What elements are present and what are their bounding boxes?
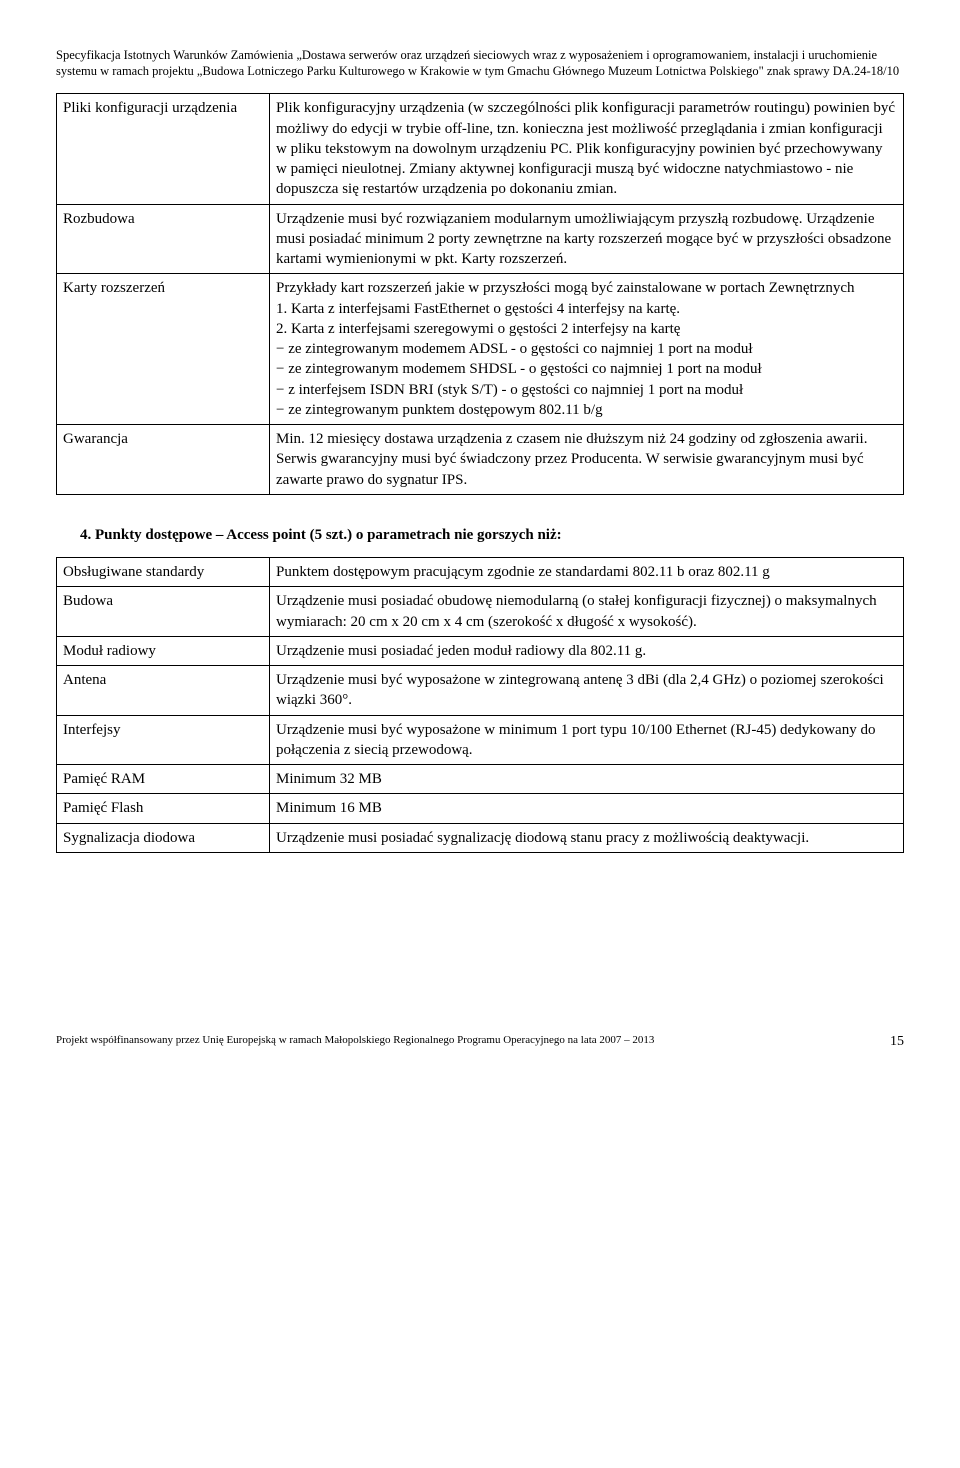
table-row: Pamięć FlashMinimum 16 MB <box>57 794 904 823</box>
row-value: Urządzenie musi posiadać sygnalizację di… <box>270 823 904 852</box>
row-value: Min. 12 miesięcy dostawa urządzenia z cz… <box>270 425 904 495</box>
footer-text: Projekt współfinansowany przez Unię Euro… <box>56 1033 654 1048</box>
row-value: Urządzenie musi posiadać jeden moduł rad… <box>270 636 904 665</box>
row-label: Moduł radiowy <box>57 636 270 665</box>
row-label: Gwarancja <box>57 425 270 495</box>
row-value: Punktem dostępowym pracującym zgodnie ze… <box>270 558 904 587</box>
table-row: Karty rozszerzeńPrzykłady kart rozszerze… <box>57 274 904 425</box>
row-label: Antena <box>57 666 270 716</box>
page-number: 15 <box>890 1033 904 1052</box>
row-label: Sygnalizacja diodowa <box>57 823 270 852</box>
row-value: Minimum 16 MB <box>270 794 904 823</box>
table-row: Obsługiwane standardyPunktem dostępowym … <box>57 558 904 587</box>
row-value: Przykłady kart rozszerzeń jakie w przysz… <box>270 274 904 425</box>
row-label: Pamięć Flash <box>57 794 270 823</box>
row-value: Minimum 32 MB <box>270 765 904 794</box>
spec-table-2: Obsługiwane standardyPunktem dostępowym … <box>56 557 904 853</box>
document-header: Specyfikacja Istotnych Warunków Zamówien… <box>56 48 904 79</box>
row-value: Plik konfiguracyjny urządzenia (w szczeg… <box>270 94 904 204</box>
row-label: Rozbudowa <box>57 204 270 274</box>
table-row: AntenaUrządzenie musi być wyposażone w z… <box>57 666 904 716</box>
row-label: Budowa <box>57 587 270 637</box>
row-value: Urządzenie musi być wyposażone w minimum… <box>270 715 904 765</box>
row-label: Interfejsy <box>57 715 270 765</box>
row-label: Pliki konfiguracji urządzenia <box>57 94 270 204</box>
table-row: RozbudowaUrządzenie musi być rozwiązanie… <box>57 204 904 274</box>
section-title: 4. Punkty dostępowe – Access point (5 sz… <box>80 525 904 545</box>
row-label: Obsługiwane standardy <box>57 558 270 587</box>
row-value: Urządzenie musi posiadać obudowę niemodu… <box>270 587 904 637</box>
table-row: Pamięć RAMMinimum 32 MB <box>57 765 904 794</box>
table-row: Moduł radiowyUrządzenie musi posiadać je… <box>57 636 904 665</box>
row-value: Urządzenie musi być wyposażone w zintegr… <box>270 666 904 716</box>
spec-table-1: Pliki konfiguracji urządzeniaPlik konfig… <box>56 93 904 495</box>
table-row: BudowaUrządzenie musi posiadać obudowę n… <box>57 587 904 637</box>
table-row: InterfejsyUrządzenie musi być wyposażone… <box>57 715 904 765</box>
row-label: Karty rozszerzeń <box>57 274 270 425</box>
row-label: Pamięć RAM <box>57 765 270 794</box>
table-row: Pliki konfiguracji urządzeniaPlik konfig… <box>57 94 904 204</box>
row-value: Urządzenie musi być rozwiązaniem modular… <box>270 204 904 274</box>
table-row: Sygnalizacja diodowaUrządzenie musi posi… <box>57 823 904 852</box>
table-row: GwarancjaMin. 12 miesięcy dostawa urządz… <box>57 425 904 495</box>
page-footer: Projekt współfinansowany przez Unię Euro… <box>56 1033 904 1048</box>
